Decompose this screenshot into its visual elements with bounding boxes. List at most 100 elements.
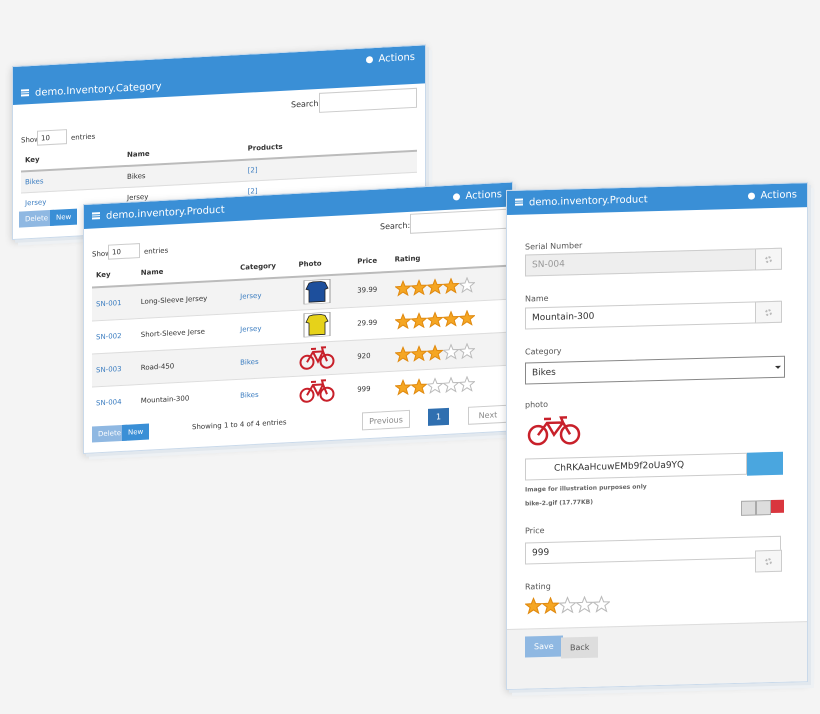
back-button[interactable]: Back (561, 636, 599, 659)
photo-cell (294, 306, 354, 343)
photo-note: Image for illustration purposes only (525, 483, 647, 494)
entries-label: entries (144, 246, 169, 256)
rating-cell (390, 364, 508, 404)
field-label: photo (525, 399, 549, 410)
category-cell: Bikes (236, 375, 295, 412)
star-shape (458, 375, 475, 393)
star-shape (410, 278, 427, 296)
star-shape (458, 342, 475, 359)
new-button[interactable]: New (122, 423, 150, 441)
actions-menu[interactable]: Actions (453, 189, 502, 203)
table-info: Showing 1 to 4 of 4 entries (192, 418, 287, 432)
page-size-select[interactable]: 10 (108, 243, 140, 260)
star[interactable] (426, 277, 443, 295)
star[interactable] (442, 342, 459, 360)
page-1-button[interactable]: 1 (428, 407, 450, 426)
panel-header: demo.inventory.Product Actions (507, 183, 807, 215)
star[interactable] (426, 310, 443, 328)
product-panel: demo.inventory.Product Actions Search: S… (83, 181, 513, 454)
star[interactable] (458, 375, 475, 393)
search-input[interactable] (410, 208, 510, 234)
file-name: bike-2.gif (17.77KB) (525, 498, 593, 508)
star-shape (593, 595, 610, 613)
field-icon (755, 247, 782, 271)
column-header: Price (353, 248, 391, 274)
star[interactable] (426, 376, 443, 394)
actions-menu[interactable]: Actions (748, 189, 797, 201)
field-label: Rating (525, 581, 551, 592)
next-button[interactable]: Next (468, 404, 508, 425)
table-row: SN-001 Long-Sleeve Jersey Jersey 39.99 (92, 265, 508, 321)
price-cell: 999 (353, 370, 391, 406)
photo-cell (294, 372, 354, 409)
delete-icon[interactable] (771, 499, 784, 514)
upload-button[interactable] (747, 451, 783, 476)
field-label: Category (525, 346, 562, 357)
star[interactable] (410, 311, 427, 329)
star[interactable] (576, 595, 593, 614)
star[interactable] (410, 278, 427, 296)
new-button[interactable]: New (50, 208, 78, 227)
price-cell: 920 (353, 337, 391, 373)
star-shape (410, 377, 427, 395)
star[interactable] (593, 595, 610, 613)
price-input[interactable]: 999 (525, 535, 781, 565)
column-header: Category (236, 253, 295, 280)
form-panel: demo.inventory.Product Actions Serial Nu… (506, 182, 808, 690)
star[interactable] (458, 309, 475, 326)
star-shape (458, 276, 475, 294)
star[interactable] (458, 276, 475, 294)
field-icon (755, 300, 782, 324)
star-shape (525, 597, 542, 615)
category-select[interactable]: Bikes (525, 355, 785, 385)
star[interactable] (394, 345, 411, 363)
star[interactable] (442, 277, 459, 294)
star[interactable] (442, 376, 459, 393)
name-cell: Short-Sleeve Jerse (136, 312, 237, 352)
star[interactable] (410, 344, 427, 362)
photo (299, 345, 335, 370)
entries-label: entries (71, 132, 96, 142)
star[interactable] (559, 596, 576, 614)
search-label: Search: (291, 98, 322, 110)
photo (303, 311, 331, 338)
column-header: Photo (294, 250, 354, 277)
star-shape (410, 344, 427, 362)
column-header: Key (92, 262, 137, 288)
name-cell: Mountain-300 (136, 378, 237, 418)
photo-cell (294, 339, 354, 376)
photo (299, 379, 335, 403)
star[interactable] (458, 342, 475, 359)
star[interactable] (394, 378, 411, 396)
delete-button[interactable]: Delete (19, 209, 54, 228)
star-shape (442, 277, 459, 294)
star[interactable] (442, 309, 459, 327)
star[interactable] (542, 596, 559, 615)
panel-title: demo.inventory.Product (515, 194, 648, 208)
previous-button[interactable]: Previous (362, 409, 410, 431)
star[interactable] (394, 279, 411, 297)
star-shape (426, 343, 443, 361)
star[interactable] (410, 377, 427, 395)
star[interactable] (426, 343, 443, 361)
field-label: Name (525, 293, 549, 304)
key-cell: SN-002 (92, 318, 137, 354)
dropdown-caret (775, 365, 781, 372)
star-shape (426, 277, 443, 295)
star-shape (559, 596, 576, 614)
name-input[interactable]: Mountain-300 (525, 300, 781, 330)
page-size-select[interactable]: 10 (37, 129, 67, 146)
search-input[interactable] (319, 87, 417, 113)
file-input[interactable]: ChRKAaHcuwEMb9f2oUa9YQ (525, 452, 747, 481)
actions-menu[interactable]: Actions (366, 52, 415, 66)
photo (303, 278, 331, 305)
star[interactable] (394, 312, 411, 330)
save-button[interactable]: Save (525, 635, 563, 658)
rating-stars[interactable] (525, 593, 610, 615)
star-shape (442, 309, 459, 327)
view-icon[interactable] (741, 500, 756, 516)
star[interactable] (525, 597, 542, 615)
category-cell: Jersey (236, 309, 295, 346)
download-icon[interactable] (756, 500, 771, 516)
